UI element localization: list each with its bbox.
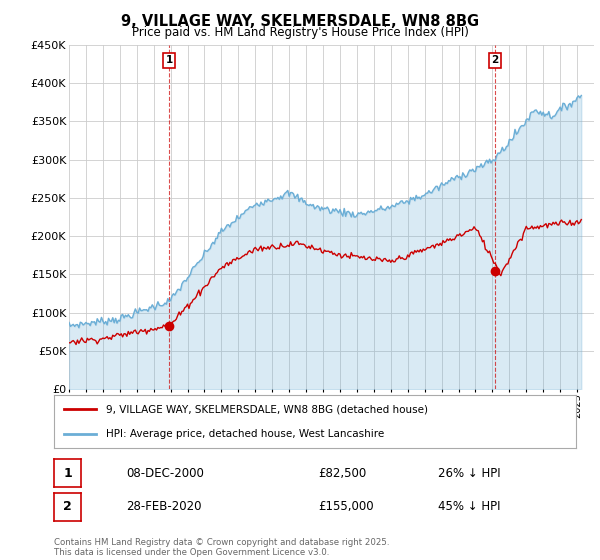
Text: £155,000: £155,000: [318, 500, 374, 514]
Text: 9, VILLAGE WAY, SKELMERSDALE, WN8 8BG: 9, VILLAGE WAY, SKELMERSDALE, WN8 8BG: [121, 14, 479, 29]
Text: 1: 1: [63, 466, 72, 480]
Text: Price paid vs. HM Land Registry's House Price Index (HPI): Price paid vs. HM Land Registry's House …: [131, 26, 469, 39]
Text: 28-FEB-2020: 28-FEB-2020: [126, 500, 202, 514]
Text: 2: 2: [491, 55, 499, 65]
Text: £82,500: £82,500: [318, 466, 366, 480]
Text: 2: 2: [63, 500, 72, 514]
Text: 26% ↓ HPI: 26% ↓ HPI: [438, 466, 500, 480]
Text: 08-DEC-2000: 08-DEC-2000: [126, 466, 204, 480]
Text: 45% ↓ HPI: 45% ↓ HPI: [438, 500, 500, 514]
Text: Contains HM Land Registry data © Crown copyright and database right 2025.
This d: Contains HM Land Registry data © Crown c…: [54, 538, 389, 557]
Text: 1: 1: [166, 55, 173, 65]
Text: HPI: Average price, detached house, West Lancashire: HPI: Average price, detached house, West…: [106, 428, 385, 438]
Text: 9, VILLAGE WAY, SKELMERSDALE, WN8 8BG (detached house): 9, VILLAGE WAY, SKELMERSDALE, WN8 8BG (d…: [106, 404, 428, 414]
